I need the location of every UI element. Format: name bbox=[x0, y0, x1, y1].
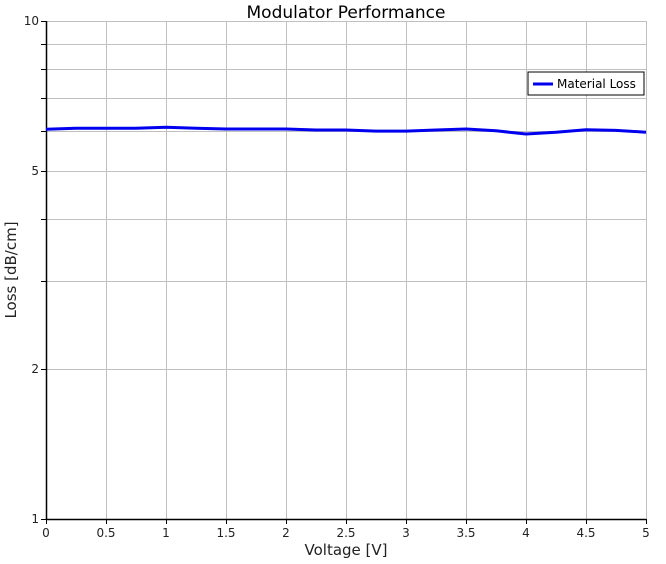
x-tick-label: 1.5 bbox=[216, 526, 235, 540]
legend-box bbox=[527, 71, 645, 96]
x-tick-label: 3 bbox=[402, 526, 410, 540]
x-tick-label: 5 bbox=[642, 526, 650, 540]
axes bbox=[41, 21, 647, 524]
tick-labels: 0 0.5 1 1.5 2 2.5 3 3.5 4 4.5 5 1 2 5 10 bbox=[24, 14, 650, 540]
x-axis-label: Voltage [V] bbox=[305, 541, 388, 559]
x-tick-label: 3.5 bbox=[456, 526, 475, 540]
x-tick-label: 0.5 bbox=[96, 526, 115, 540]
x-tick-label: 2 bbox=[282, 526, 290, 540]
legend: Material Loss bbox=[527, 71, 645, 96]
y-axis-label: Loss [dB/cm] bbox=[2, 221, 20, 318]
series-lines bbox=[45, 125, 647, 136]
legend-label: Material Loss bbox=[557, 77, 636, 91]
x-tick-label: 0 bbox=[42, 526, 50, 540]
y-tick-label: 2 bbox=[31, 362, 39, 376]
series-line-material-loss bbox=[45, 125, 647, 136]
y-tick-label: 5 bbox=[31, 164, 39, 178]
x-tick-label: 4 bbox=[522, 526, 530, 540]
y-tick-label: 1 bbox=[31, 512, 39, 526]
x-tick-label: 2.5 bbox=[336, 526, 355, 540]
x-tick-label: 4.5 bbox=[576, 526, 595, 540]
chart-title: Modulator Performance bbox=[247, 3, 446, 23]
y-tick-label: 10 bbox=[24, 14, 39, 28]
x-tick-label: 1 bbox=[162, 526, 170, 540]
grid-lines bbox=[46, 21, 647, 519]
